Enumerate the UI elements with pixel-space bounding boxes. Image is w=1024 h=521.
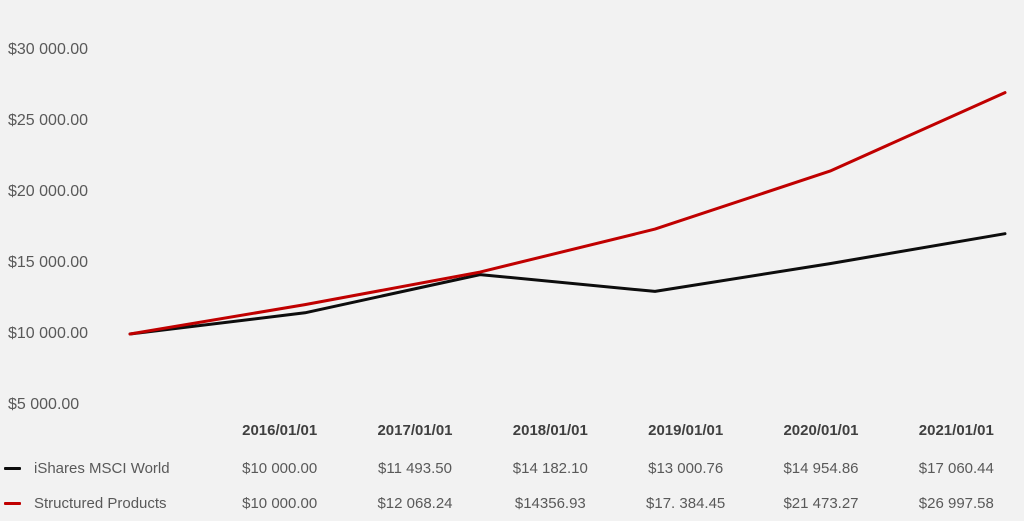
date-column-header: 2020/01/01 xyxy=(783,421,859,439)
legend-dash-icon xyxy=(4,466,21,470)
legend-key: Structured Products xyxy=(0,495,212,512)
value-cell: $14 954.86 xyxy=(783,459,859,477)
value-cell: $17. 384.45 xyxy=(646,495,726,512)
legend-key: iShares MSCI World xyxy=(0,460,212,477)
y-tick-label: $20 000.00 xyxy=(8,183,89,200)
y-tick-label: $30 000.00 xyxy=(8,41,89,58)
value-cell: $14356.93 xyxy=(514,495,586,512)
date-column-header: 2018/01/01 xyxy=(512,421,588,439)
value-cell: $26 997.58 xyxy=(918,495,994,512)
value-cell: $11 493.50 xyxy=(378,459,452,477)
date-column-header: 2019/01/01 xyxy=(648,421,724,439)
y-tick-label: $10 000.00 xyxy=(8,325,89,342)
value-cell: $10 000.00 xyxy=(242,495,318,512)
value-cell: $12 068.24 xyxy=(377,495,453,512)
date-column-header: 2016/01/01 xyxy=(242,421,318,439)
value-cell: $14 182.10 xyxy=(512,459,588,477)
y-tick-label: $25 000.00 xyxy=(8,112,89,129)
value-cell: $10 000.00 xyxy=(242,459,318,477)
value-cell: $13 000.76 xyxy=(648,459,724,477)
series-line-1 xyxy=(128,91,1007,336)
legend-dash-icon xyxy=(4,502,21,505)
date-column-header: 2017/01/01 xyxy=(377,421,453,439)
date-column-header: 2021/01/01 xyxy=(918,421,994,439)
series-name: iShares MSCI World xyxy=(34,459,170,477)
series-line-0 xyxy=(128,232,1007,336)
y-axis: $30 000.00 $25 000.00 $20 000.00 $15 000.00… xyxy=(0,0,130,413)
value-cell: $17 060.44 xyxy=(918,459,994,477)
y-tick-label: $15 000.00 xyxy=(8,254,89,271)
series-name: Structured Products xyxy=(34,495,167,512)
y-tick-label: $5 000.00 xyxy=(8,396,80,413)
data-table: 2016/01/01 2017/01/01 2018/01/01 2019/01/01… xyxy=(0,410,1024,521)
value-cell: $21 473.27 xyxy=(783,495,859,512)
